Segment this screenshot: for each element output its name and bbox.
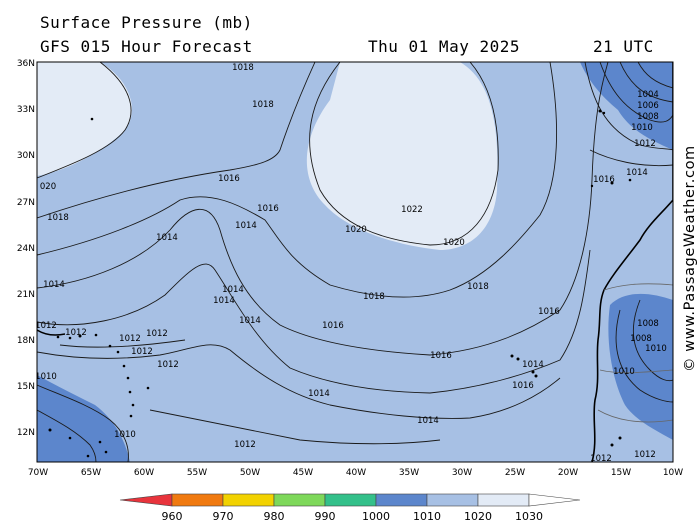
isobar-label: 1016: [593, 175, 615, 185]
lon-label: 70W: [28, 468, 48, 478]
isobar-label: 1010: [35, 372, 57, 382]
isobar-label: 1012: [634, 139, 656, 149]
lon-label: 10W: [663, 468, 683, 478]
colorbar-tick: 1000: [362, 510, 390, 523]
isobar-label: 1018: [252, 100, 274, 110]
colorbar-segment: [222, 493, 275, 507]
isobar-label: 1014: [626, 168, 648, 178]
colorbar-segment: [375, 493, 428, 507]
lon-label: 20W: [558, 468, 578, 478]
isobar-label: 1010: [613, 367, 635, 377]
pressure-fill: [37, 62, 673, 462]
colorbar-tick: 990: [315, 510, 336, 523]
isobar-label: 1022: [401, 205, 423, 215]
pressure-colorbar: 960 970 980 990 1000 1010 1020 1030: [119, 493, 581, 523]
isobar-label: 1012: [35, 321, 57, 331]
lon-label: 50W: [240, 468, 260, 478]
isobar-label: 1020: [345, 225, 367, 235]
isobar-label: 1012: [65, 328, 87, 338]
lon-label: 45W: [293, 468, 313, 478]
isobar-label: 1012: [157, 360, 179, 370]
isobar-label: 1012: [146, 329, 168, 339]
isobar-label: 1016: [257, 204, 279, 214]
lat-label: 27N: [17, 198, 35, 208]
colorbar-tick: 1030: [515, 510, 543, 523]
isobar-label: 1012: [590, 454, 612, 464]
lat-label: 24N: [17, 244, 35, 254]
isobars: [37, 62, 673, 462]
isobar-label: 1008: [637, 112, 659, 122]
isobar-label: 1020: [443, 238, 465, 248]
forecast-time: 21 UTC: [593, 37, 654, 56]
longitude-axis: 70W 65W 60W 55W 50W 45W 40W 35W 30W 25W …: [28, 468, 683, 478]
isobar-label: 1016: [322, 321, 344, 331]
colorbar-segment: [324, 493, 377, 507]
lon-label: 30W: [452, 468, 472, 478]
isobar-label: 1012: [234, 440, 256, 450]
lon-label: 55W: [187, 468, 207, 478]
lat-label: 30N: [17, 151, 35, 161]
isobar-label: 1008: [637, 319, 659, 329]
forecast-date: Thu 01 May 2025: [368, 37, 520, 56]
colorbar-segment: [273, 493, 326, 507]
lon-label: 35W: [399, 468, 419, 478]
isobar-label: 1014: [308, 389, 330, 399]
colorbar-segment: [477, 493, 530, 507]
lon-label: 40W: [346, 468, 366, 478]
lat-label: 18N: [17, 336, 35, 346]
lat-label: 21N: [17, 290, 35, 300]
lat-label: 12N: [17, 428, 35, 438]
colorbar-segment: [528, 493, 581, 507]
isobar-label: 020: [40, 182, 56, 192]
colorbar-tick: 1020: [464, 510, 492, 523]
copyright-text: © www.PassageWeather.com: [682, 145, 698, 372]
isobar-label: 1014: [417, 416, 439, 426]
coastlines: [37, 62, 673, 462]
isobar-label: 1010: [645, 344, 667, 354]
isobar-label: 1012: [119, 334, 141, 344]
colorbar-tick: 970: [213, 510, 234, 523]
map-frame: [36, 61, 674, 463]
isobar-label: 1014: [213, 296, 235, 306]
isobar-label: 1016: [538, 307, 560, 317]
map-title: Surface Pressure (mb): [40, 13, 253, 32]
map-subtitle: GFS 015 Hour Forecast: [40, 37, 253, 56]
isobar-label: 1014: [156, 233, 178, 243]
isobar-label: 1012: [634, 450, 656, 460]
colorbar-tick: 1010: [413, 510, 441, 523]
isobar-label: 1018: [467, 282, 489, 292]
isobar-label: 1014: [239, 316, 261, 326]
isobar-label: 1008: [630, 334, 652, 344]
lon-label: 15W: [611, 468, 631, 478]
lon-label: 60W: [134, 468, 154, 478]
isobar-label: 1014: [222, 285, 244, 295]
isobar-label: 1012: [131, 347, 153, 357]
isobar-label: 1018: [363, 292, 385, 302]
isobar-label: 1018: [232, 63, 254, 73]
lon-label: 65W: [81, 468, 101, 478]
isobar-label: 1014: [235, 221, 257, 231]
lat-label: 33N: [17, 105, 35, 115]
isobar-label: 1016: [218, 174, 240, 184]
isobar-label: 1014: [522, 360, 544, 370]
colorbar-tick: 960: [162, 510, 183, 523]
isobar-labels: 1018 1018 020 1018 1016 1016 1014 1014 1…: [35, 63, 667, 464]
lat-label: 36N: [17, 59, 35, 69]
colorbar-segment: [426, 493, 479, 507]
lat-label: 15N: [17, 382, 35, 392]
isobar-label: 1010: [631, 123, 653, 133]
latitude-axis: 36N 33N 30N 27N 24N 21N 18N 15N 12N: [17, 59, 35, 438]
isobar-label: 1016: [430, 351, 452, 361]
isobar-label: 1010: [114, 430, 136, 440]
colorbar-segment: [171, 493, 224, 507]
isobar-label: 1014: [43, 280, 65, 290]
isobar-label: 1004: [637, 90, 659, 100]
isobar-label: 1018: [47, 213, 69, 223]
colorbar-segment: [119, 493, 173, 507]
colorbar-tick: 980: [264, 510, 285, 523]
lon-label: 25W: [505, 468, 525, 478]
isobar-label: 1016: [512, 381, 534, 391]
isobar-label: 1006: [637, 101, 659, 111]
